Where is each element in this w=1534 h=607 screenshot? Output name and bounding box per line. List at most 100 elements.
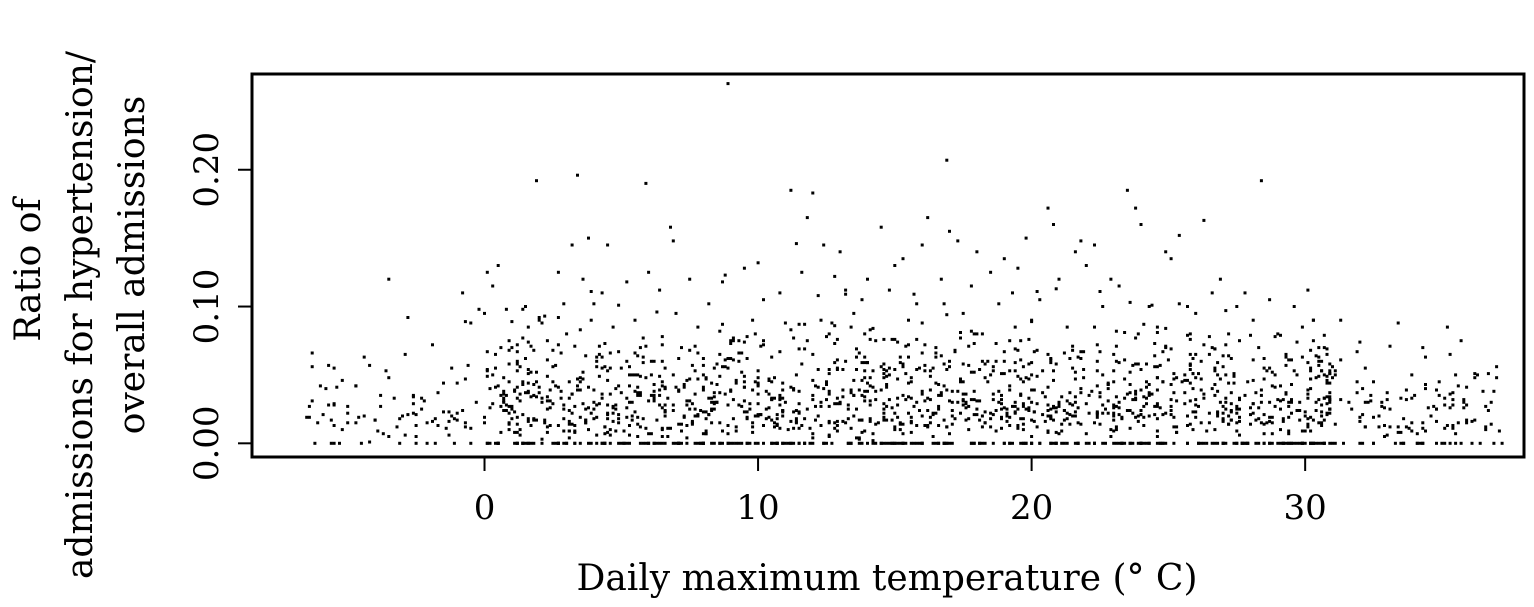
data-point <box>871 432 875 436</box>
data-point <box>1035 402 1039 406</box>
data-point <box>811 436 815 440</box>
data-point <box>578 376 582 380</box>
data-point <box>515 441 519 445</box>
data-point <box>885 441 889 445</box>
data-point <box>1235 404 1239 408</box>
data-point <box>764 407 768 411</box>
data-point <box>1402 417 1406 421</box>
data-point <box>893 368 897 371</box>
data-point <box>1024 236 1028 240</box>
data-point <box>1030 388 1034 392</box>
data-point <box>1095 384 1099 388</box>
data-point <box>1002 441 1006 445</box>
data-point <box>1041 413 1045 417</box>
data-point <box>1013 347 1017 351</box>
data-point <box>1325 395 1329 399</box>
data-point <box>866 389 869 393</box>
data-point <box>625 280 629 284</box>
data-point <box>1172 415 1176 419</box>
data-point <box>1251 358 1255 362</box>
data-point <box>1016 424 1020 427</box>
data-point <box>619 391 623 395</box>
data-point <box>1213 441 1217 445</box>
data-point <box>652 393 656 397</box>
data-point <box>835 368 839 371</box>
data-point <box>1350 407 1354 411</box>
data-point <box>1213 428 1217 432</box>
data-point <box>1396 425 1400 429</box>
data-point <box>937 383 941 386</box>
data-point <box>1232 374 1236 378</box>
data-point <box>753 380 757 384</box>
data-point <box>904 372 908 376</box>
data-point <box>1194 403 1198 407</box>
data-point <box>1309 377 1313 381</box>
data-point <box>1418 441 1422 445</box>
data-point <box>1207 411 1211 415</box>
data-point <box>581 370 585 374</box>
data-point <box>1470 419 1474 423</box>
data-point <box>718 391 722 395</box>
data-point <box>638 346 642 350</box>
data-point <box>745 357 749 360</box>
data-point <box>797 411 801 415</box>
data-point <box>1186 333 1189 337</box>
data-point <box>989 270 993 274</box>
data-point <box>1216 361 1220 365</box>
data-point <box>797 347 801 351</box>
data-point <box>567 396 571 400</box>
data-point <box>1079 239 1083 243</box>
data-point <box>1079 422 1083 426</box>
data-point <box>1238 433 1241 437</box>
data-point <box>1207 352 1211 356</box>
data-point <box>1243 393 1247 397</box>
data-point <box>307 415 311 419</box>
data-point <box>1120 417 1124 421</box>
data-point <box>885 369 889 373</box>
data-point <box>855 368 858 371</box>
data-point <box>573 429 577 433</box>
data-point <box>1147 391 1151 395</box>
data-point <box>994 429 998 433</box>
data-point <box>1300 441 1304 445</box>
data-point <box>740 441 744 445</box>
data-point <box>543 421 547 425</box>
data-point <box>559 396 563 400</box>
data-point <box>1435 407 1438 411</box>
data-point <box>1262 413 1266 417</box>
data-point <box>1071 414 1075 418</box>
data-point <box>625 406 629 410</box>
data-point <box>931 411 935 415</box>
data-point <box>387 435 391 438</box>
data-point <box>1153 354 1157 358</box>
data-point <box>1155 331 1159 334</box>
data-point <box>556 343 560 347</box>
data-point <box>874 339 878 343</box>
data-point <box>1229 418 1233 422</box>
data-point <box>1290 358 1293 362</box>
data-point <box>1076 406 1080 410</box>
data-point <box>1473 376 1477 380</box>
data-point <box>1202 218 1206 222</box>
data-point <box>975 250 979 254</box>
data-point <box>718 329 722 333</box>
data-point <box>1054 287 1058 291</box>
data-point <box>1328 362 1332 366</box>
data-point <box>1235 305 1239 308</box>
data-point <box>781 396 785 400</box>
data-point <box>1038 441 1042 445</box>
data-point <box>1068 357 1072 360</box>
data-point <box>1158 406 1162 410</box>
data-point <box>1019 441 1023 445</box>
data-point <box>340 378 344 382</box>
data-point <box>1177 233 1181 237</box>
data-point <box>915 302 919 306</box>
data-point <box>1106 399 1110 403</box>
data-point <box>1049 414 1053 418</box>
data-point <box>321 413 325 417</box>
data-point <box>980 332 984 336</box>
data-point <box>649 432 653 436</box>
data-point <box>1194 376 1198 380</box>
data-point <box>1290 400 1293 404</box>
data-point <box>1322 441 1326 445</box>
